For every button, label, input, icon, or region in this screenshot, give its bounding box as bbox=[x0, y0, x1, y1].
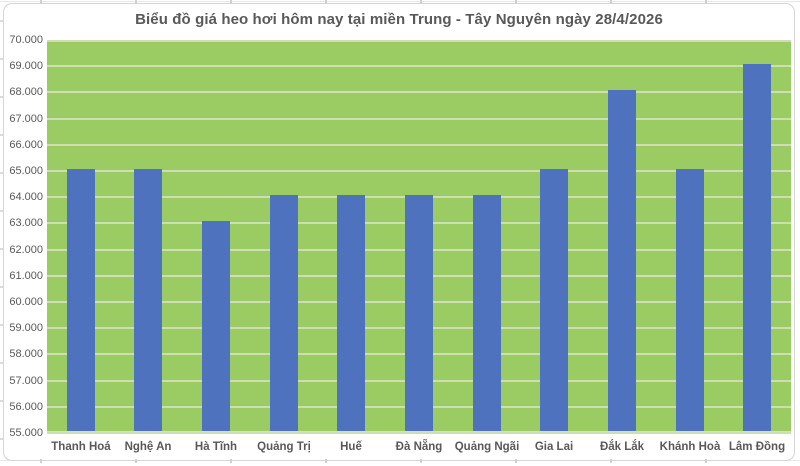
bar-Đắk Lắk bbox=[608, 90, 636, 431]
worksheet-row-tick bbox=[0, 248, 4, 250]
gridline bbox=[47, 144, 791, 146]
x-axis-category-label: Huế bbox=[340, 441, 362, 453]
worksheet-row-tick bbox=[0, 20, 4, 22]
bar-Lâm Đồng bbox=[743, 64, 771, 431]
gridline bbox=[47, 118, 791, 120]
worksheet-row-tick bbox=[0, 210, 4, 212]
worksheet-column-tick bbox=[420, 0, 422, 4]
y-axis-tick-label: 66.000 bbox=[9, 139, 43, 151]
y-axis: 70.000 69.000 68.000 67.000 66.000 65.000 64.0… bbox=[4, 4, 43, 460]
y-axis-tick-label: 68.000 bbox=[9, 86, 43, 98]
worksheet-column-tick bbox=[325, 459, 327, 463]
y-axis-tick-label: 69.000 bbox=[9, 60, 43, 72]
worksheet-column-tick bbox=[135, 459, 137, 463]
worksheet-column-tick bbox=[325, 0, 327, 4]
worksheet-row-tick bbox=[0, 438, 4, 440]
x-axis-category-label: Đà Nẵng bbox=[395, 441, 443, 453]
x-axis-category-label: Đắk Lắk bbox=[599, 441, 645, 453]
chart[interactable]: Biểu đồ giá heo hơi hôm nay tại miền Tru… bbox=[3, 3, 795, 461]
worksheet-column-tick bbox=[515, 459, 517, 463]
x-axis-category-label: Hà Tĩnh bbox=[194, 441, 238, 453]
y-axis-tick-label: 70.000 bbox=[9, 34, 43, 46]
y-axis-tick-label: 55.000 bbox=[9, 427, 43, 439]
y-axis-tick-label: 62.000 bbox=[9, 244, 43, 256]
gridline bbox=[47, 40, 791, 42]
gridline bbox=[47, 170, 791, 172]
y-axis-tick-label: 67.000 bbox=[9, 113, 43, 125]
y-axis-tick-label: 63.000 bbox=[9, 217, 43, 229]
gridline bbox=[47, 432, 791, 434]
bar-Khánh Hoà bbox=[676, 169, 704, 431]
worksheet-row-tick bbox=[0, 286, 4, 288]
worksheet-row-tick bbox=[0, 362, 4, 364]
bar-Quảng Ngãi bbox=[473, 195, 501, 431]
worksheet-column-tick bbox=[705, 459, 707, 463]
worksheet-column-tick bbox=[40, 0, 42, 4]
worksheet-column-tick bbox=[40, 459, 42, 463]
worksheet-column-tick bbox=[705, 0, 707, 4]
bar-Thanh Hoá bbox=[67, 169, 95, 431]
x-axis-category-label: Quảng Trị bbox=[257, 441, 311, 453]
bar-Huế bbox=[337, 195, 365, 431]
x-axis-category-label: Thanh Hoá bbox=[51, 441, 111, 453]
x-axis-category-label: Gia Lai bbox=[534, 441, 574, 453]
y-axis-tick-label: 60.000 bbox=[9, 296, 43, 308]
y-axis-tick-label: 59.000 bbox=[9, 322, 43, 334]
y-axis-tick-label: 61.000 bbox=[9, 270, 43, 282]
worksheet-row-tick bbox=[0, 134, 4, 136]
bar-Nghệ An bbox=[134, 169, 162, 431]
gridline bbox=[47, 65, 791, 67]
y-axis-tick-label: 56.000 bbox=[9, 401, 43, 413]
worksheet-column-tick bbox=[230, 459, 232, 463]
worksheet-column-tick bbox=[230, 0, 232, 4]
x-axis-category-label: Khánh Hoà bbox=[659, 441, 721, 453]
x-axis-category-label: Nghệ An bbox=[124, 441, 172, 453]
x-axis-category-label: Lâm Đồng bbox=[728, 441, 786, 453]
plot-area bbox=[47, 40, 791, 434]
worksheet-row-tick bbox=[0, 172, 4, 174]
bar-Đà Nẵng bbox=[405, 195, 433, 431]
worksheet-row-tick bbox=[0, 58, 4, 60]
worksheet-column-tick bbox=[420, 459, 422, 463]
worksheet-column-tick bbox=[515, 0, 517, 4]
chart-title: Biểu đồ giá heo hơi hôm nay tại miền Tru… bbox=[135, 11, 663, 28]
y-axis-tick-label: 57.000 bbox=[9, 375, 43, 387]
worksheet-row-tick bbox=[0, 96, 4, 98]
worksheet-row-tick bbox=[0, 400, 4, 402]
worksheet-column-tick bbox=[610, 0, 612, 4]
worksheet-column-tick bbox=[135, 0, 137, 4]
y-axis-tick-label: 58.000 bbox=[9, 348, 43, 360]
gridline bbox=[47, 91, 791, 93]
worksheet-row-tick bbox=[0, 324, 4, 326]
bar-Gia Lai bbox=[540, 169, 568, 431]
x-axis-category-label: Quảng Ngãi bbox=[454, 441, 520, 453]
worksheet-column-tick bbox=[610, 459, 612, 463]
bar-Hà Tĩnh bbox=[202, 221, 230, 431]
y-axis-tick-label: 64.000 bbox=[9, 191, 43, 203]
y-axis-tick-label: 65.000 bbox=[9, 165, 43, 177]
worksheet-gridline-top bbox=[0, 1, 800, 2]
bar-Quảng Trị bbox=[270, 195, 298, 431]
